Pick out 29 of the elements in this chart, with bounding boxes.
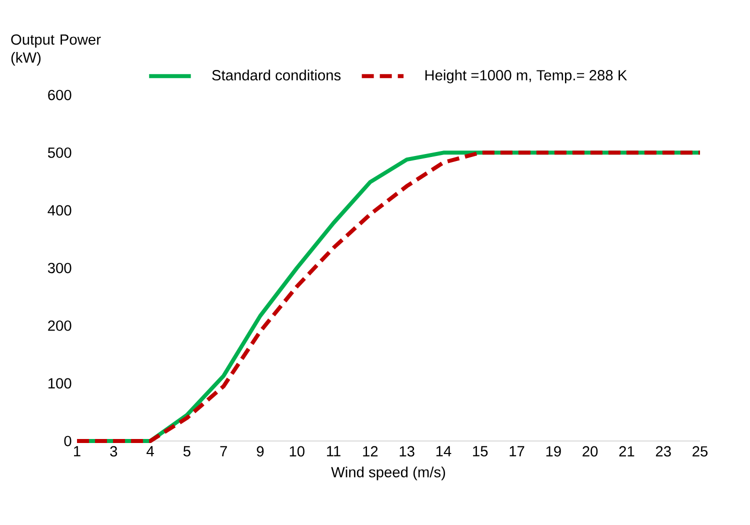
y-tick-label: 0 <box>64 436 72 446</box>
y-tick-label: 100 <box>48 378 72 389</box>
y-tick-label: 600 <box>48 90 72 100</box>
x-tick-label: 25 <box>692 446 708 457</box>
x-tick-label: 9 <box>256 446 264 457</box>
x-tick-label: 20 <box>582 446 598 457</box>
x-tick-label: 19 <box>546 446 561 457</box>
y-tick-label: 200 <box>48 320 72 331</box>
x-tick-label: 21 <box>619 446 634 456</box>
x-tick-label: 12 <box>363 446 378 456</box>
legend-label: Height =1000 m, Temp.= 288 K <box>425 70 628 84</box>
x-tick-label: 14 <box>436 446 452 456</box>
x-axis-title: Wind speed (m/s) <box>331 466 446 480</box>
x-tick-label: 23 <box>656 446 671 457</box>
x-tick-label: 7 <box>220 446 227 456</box>
y-tick-label: 500 <box>48 147 72 158</box>
y-tick-label: 300 <box>48 262 72 274</box>
x-tick-label: 10 <box>290 446 304 457</box>
legend-label: Standard conditions <box>212 70 341 80</box>
x-tick-label: 17 <box>510 446 524 456</box>
x-tick-label: 11 <box>327 446 340 456</box>
x-tick-label: 1 <box>74 446 80 456</box>
y-tick-label: 400 <box>48 205 72 216</box>
x-tick-label: 13 <box>400 446 414 457</box>
x-tick-label: 3 <box>110 446 118 457</box>
y-axis-title: Output Power (kW) <box>11 34 101 66</box>
x-tick-label: 15 <box>473 446 488 456</box>
x-tick-label: 5 <box>183 446 190 456</box>
x-tick-label: 4 <box>146 446 154 456</box>
